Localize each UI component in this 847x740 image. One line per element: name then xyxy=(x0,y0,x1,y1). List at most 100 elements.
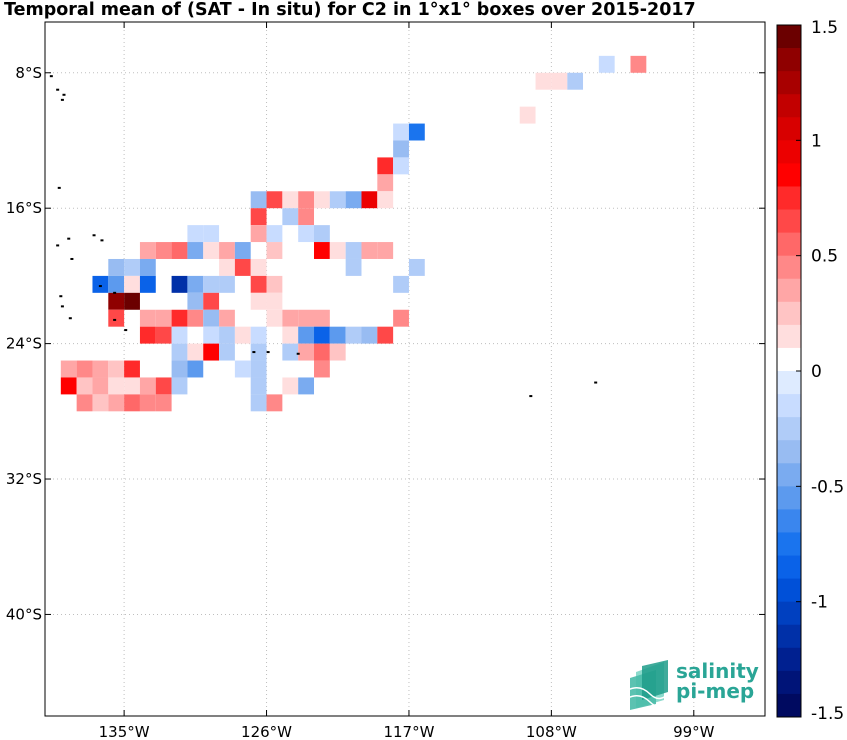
heatmap-cell-10 xyxy=(393,157,409,175)
heatmap-cell-19 xyxy=(361,191,378,209)
colorbar-swatch-20 xyxy=(777,486,801,510)
heatmap-cell-12 xyxy=(250,191,267,209)
colorbar-swatch-28 xyxy=(777,670,801,695)
colorbar-swatch-22 xyxy=(777,532,801,556)
heatmap-cell-34 xyxy=(203,242,220,259)
heatmap-cell-52 xyxy=(108,275,125,293)
heatmap-cell-97 xyxy=(219,343,235,361)
heatmap-cell-27 xyxy=(266,225,283,243)
heatmap-cell-5 xyxy=(519,106,536,124)
heatmap-cell-9 xyxy=(377,157,394,175)
heatmap-cell-61 xyxy=(393,275,409,293)
heatmap-cell-16 xyxy=(314,191,330,209)
heatmap-cell-101 xyxy=(314,343,330,361)
colorbar-swatch-14 xyxy=(777,347,801,372)
heatmap-cell-65 xyxy=(203,292,220,310)
colorbar-swatch-27 xyxy=(777,647,801,672)
island-8 xyxy=(92,234,96,237)
heatmap-cell-77 xyxy=(298,309,315,327)
heatmap-cell-76 xyxy=(282,309,299,327)
heatmap-cell-90 xyxy=(329,326,346,344)
heatmap-cell-122 xyxy=(282,377,299,395)
island-13 xyxy=(113,318,117,321)
heatmap-cell-1 xyxy=(630,55,647,73)
heatmap-cell-50 xyxy=(408,258,425,276)
islands xyxy=(49,75,598,398)
x-tick-label-4: 99°W xyxy=(673,723,715,740)
heatmap-cell-75 xyxy=(266,309,283,327)
heatmap-cell-98 xyxy=(250,343,267,361)
heatmap-cell-116 xyxy=(108,377,125,395)
colorbar-swatch-6 xyxy=(777,163,801,187)
salinity-pi-mep-logo: salinity pi-mep xyxy=(627,659,759,710)
colorbar-swatch-11 xyxy=(777,278,801,303)
heatmap-cell-54 xyxy=(139,275,156,293)
heatmap-cell-36 xyxy=(234,242,251,259)
heatmap-cell-26 xyxy=(250,225,267,243)
heatmap-cell-66 xyxy=(250,292,267,310)
heatmap-cell-62 xyxy=(108,292,125,310)
heatmap-cell-3 xyxy=(551,72,568,90)
heatmap-cell-21 xyxy=(250,208,267,226)
heatmap-cell-25 xyxy=(203,225,220,243)
heatmap-cell-95 xyxy=(187,343,204,361)
island-17 xyxy=(296,352,300,355)
colorbar-swatch-1 xyxy=(777,48,801,72)
island-11 xyxy=(60,305,64,308)
heatmap-cell-78 xyxy=(314,309,330,327)
heatmap-cell-113 xyxy=(60,377,77,395)
heatmap-cell-73 xyxy=(203,309,220,327)
island-10 xyxy=(59,295,63,298)
colorbar-swatch-21 xyxy=(777,509,801,533)
heatmap-cell-131 xyxy=(266,394,283,412)
heatmap-cell-6 xyxy=(393,123,409,141)
heatmap-cell-87 xyxy=(282,326,299,344)
heatmap-cell-33 xyxy=(187,242,204,259)
heatmap-cell-8 xyxy=(393,140,409,158)
colorbar-swatch-29 xyxy=(777,693,801,718)
heatmap-cell-24 xyxy=(187,225,204,243)
x-tick-label-3: 108°W xyxy=(526,723,577,740)
heatmap-cell-38 xyxy=(314,242,330,259)
heatmap-cell-44 xyxy=(124,258,140,276)
heatmap-cell-35 xyxy=(219,242,235,259)
island-4 xyxy=(57,186,61,189)
heatmap-cell-30 xyxy=(139,242,156,259)
island-5 xyxy=(56,244,60,247)
colorbar-swatch-16 xyxy=(777,394,801,418)
heatmap-cell-11 xyxy=(377,174,394,192)
island-6 xyxy=(67,237,71,240)
heatmap-cell-60 xyxy=(266,275,283,293)
heatmap-cell-71 xyxy=(171,309,188,327)
island-2 xyxy=(62,93,66,96)
heatmap-cell-84 xyxy=(219,326,235,344)
colorbar-swatch-7 xyxy=(777,186,801,210)
island-7 xyxy=(70,257,74,260)
island-1 xyxy=(56,88,60,91)
heatmap-cell-80 xyxy=(139,326,156,344)
colorbar-swatch-8 xyxy=(777,209,801,233)
heatmap-cell-53 xyxy=(124,275,140,293)
heatmap-cell-37 xyxy=(266,242,283,259)
heatmap-cell-4 xyxy=(535,72,552,90)
colorbar-swatch-2 xyxy=(777,71,801,95)
heatmap-cell-23 xyxy=(298,208,315,226)
heatmap-cell-13 xyxy=(266,191,283,209)
heatmap-cell-86 xyxy=(250,326,267,344)
heatmap-cell-117 xyxy=(124,377,140,395)
heatmap-cell-17 xyxy=(329,191,346,209)
heatmap-cell-105 xyxy=(92,360,109,378)
heatmap-cell-57 xyxy=(203,275,220,293)
heatmap-cell-120 xyxy=(171,377,188,395)
heatmap-cell-99 xyxy=(282,343,299,361)
heatmap-cell-128 xyxy=(139,394,156,412)
data-cells xyxy=(60,55,647,412)
heatmap-cell-129 xyxy=(155,394,172,412)
colorbar-tick-label-0: 1.5 xyxy=(811,18,838,38)
heatmap-cell-107 xyxy=(124,360,140,378)
heatmap-cell-47 xyxy=(234,258,251,276)
heatmap-cell-20 xyxy=(377,191,394,209)
heatmap-cell-125 xyxy=(92,394,109,412)
colorbar-swatch-19 xyxy=(777,463,801,487)
